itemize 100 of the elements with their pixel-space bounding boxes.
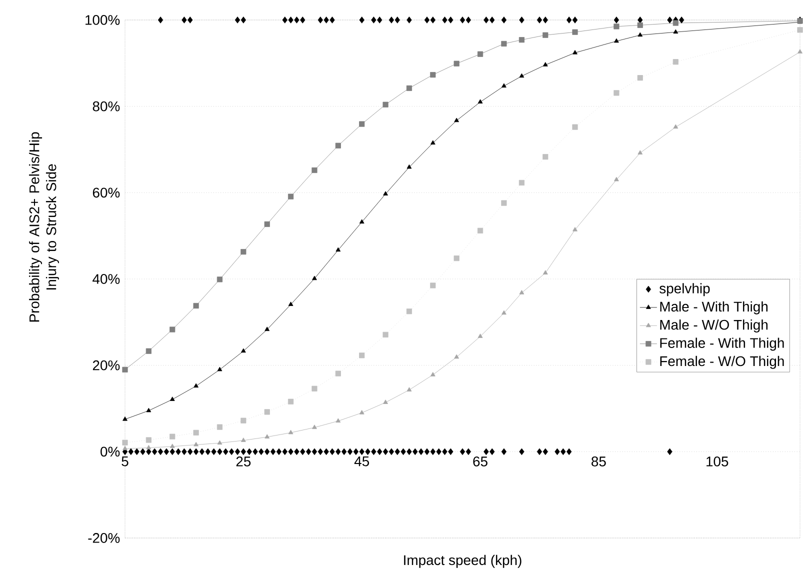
point xyxy=(288,430,294,434)
point xyxy=(122,440,128,446)
point xyxy=(614,90,620,96)
legend-label: Female - With Thigh xyxy=(660,338,784,351)
point xyxy=(146,408,152,412)
point xyxy=(502,310,506,315)
point xyxy=(572,226,578,232)
point xyxy=(170,326,176,332)
point xyxy=(216,424,223,430)
y-tick-label: 0% xyxy=(100,446,120,457)
point xyxy=(193,302,199,309)
point xyxy=(194,383,198,388)
point xyxy=(501,40,507,47)
point xyxy=(518,37,525,43)
point xyxy=(216,276,223,282)
point xyxy=(672,59,678,65)
point xyxy=(336,247,341,252)
point xyxy=(542,32,548,38)
point xyxy=(359,219,364,224)
point xyxy=(430,372,436,376)
point xyxy=(430,72,436,78)
point xyxy=(637,22,643,28)
point xyxy=(614,38,619,43)
point xyxy=(170,444,175,448)
point xyxy=(614,24,620,30)
point xyxy=(312,276,317,280)
point xyxy=(406,164,412,169)
point xyxy=(122,366,128,372)
point xyxy=(240,418,246,424)
point xyxy=(194,442,198,446)
point xyxy=(240,348,246,353)
point xyxy=(454,354,460,359)
point xyxy=(542,270,548,274)
point xyxy=(406,85,412,91)
point xyxy=(406,387,412,392)
point xyxy=(288,194,294,200)
point xyxy=(542,62,548,66)
point xyxy=(193,430,199,436)
y-tick-label: -20% xyxy=(88,533,120,543)
point xyxy=(383,191,388,196)
point xyxy=(217,440,222,445)
point xyxy=(217,366,222,372)
point xyxy=(264,434,270,438)
point xyxy=(383,400,388,404)
point xyxy=(637,75,643,81)
point xyxy=(454,255,460,262)
x-axis-title: Impact speed (kph) xyxy=(404,554,522,568)
legend-label: Female - W/O Thigh xyxy=(660,356,784,369)
point xyxy=(122,446,128,450)
y-tick-label: 80% xyxy=(92,101,120,112)
point xyxy=(240,249,246,255)
point xyxy=(672,20,678,26)
point xyxy=(478,99,483,104)
point xyxy=(382,332,388,338)
point xyxy=(542,154,548,160)
point xyxy=(798,49,802,54)
x-tick-label: 105 xyxy=(706,456,728,466)
point xyxy=(359,410,364,414)
x-tick-label: 85 xyxy=(592,456,606,466)
x-tick-label: 45 xyxy=(354,456,370,466)
y-tick-label: 100% xyxy=(86,15,120,25)
point xyxy=(454,118,460,122)
point xyxy=(146,444,152,450)
point xyxy=(146,437,152,443)
legend-label: Male - W/O Thigh xyxy=(660,320,768,333)
x-tick-label: 5 xyxy=(122,456,128,466)
point xyxy=(572,29,578,35)
point xyxy=(478,334,483,338)
point xyxy=(572,124,578,130)
point xyxy=(382,102,388,108)
point xyxy=(673,29,678,34)
x-tick-label: 25 xyxy=(236,456,251,466)
point xyxy=(518,180,525,186)
y-tick-label: 20% xyxy=(92,360,120,370)
point xyxy=(406,308,412,314)
x-tick-label: 65 xyxy=(473,456,488,466)
point xyxy=(797,27,803,33)
point xyxy=(122,416,128,421)
point xyxy=(638,150,643,154)
point xyxy=(240,438,246,442)
legend-label: spelvhip xyxy=(660,283,710,296)
point xyxy=(288,302,294,306)
point xyxy=(519,290,524,294)
point xyxy=(312,386,318,392)
y-axis-title: Probability of AIS2+ Pelvis/Hip Injury to Struck Side xyxy=(29,132,59,322)
point xyxy=(312,424,317,429)
point xyxy=(170,434,176,440)
point xyxy=(502,83,506,88)
point xyxy=(430,140,436,145)
point xyxy=(264,409,270,415)
point xyxy=(430,282,436,288)
point xyxy=(572,50,578,54)
point xyxy=(477,51,484,57)
point xyxy=(638,32,643,37)
point xyxy=(264,326,270,331)
legend-label: Male - With Thigh xyxy=(660,301,768,314)
point xyxy=(170,396,175,401)
point xyxy=(614,176,619,182)
point xyxy=(359,352,365,358)
point xyxy=(264,221,270,227)
